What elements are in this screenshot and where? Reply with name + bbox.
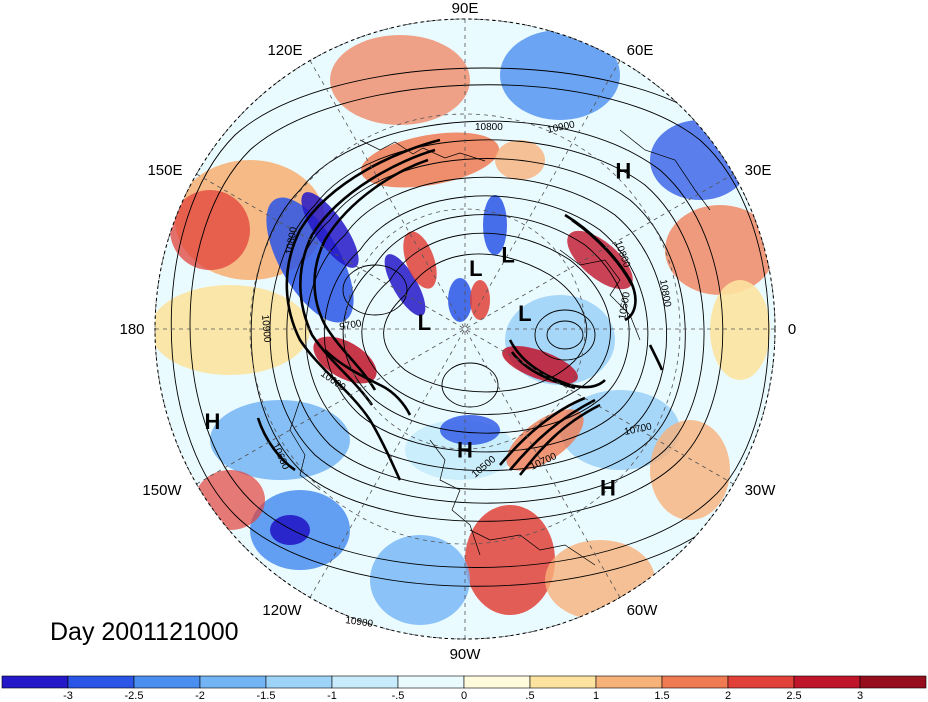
lon-label-90e: 90E: [452, 0, 479, 17]
high-pressure-label: H: [615, 159, 631, 184]
lon-label-60e: 60E: [627, 42, 654, 59]
colorbar-tick-label: .5: [525, 690, 534, 702]
high-pressure-label: H: [457, 438, 473, 463]
colorbar-swatch: [397, 675, 465, 689]
lon-label-30e: 30E: [745, 162, 772, 179]
colorbar-swatch: [331, 675, 399, 689]
low-pressure-label: L: [501, 242, 514, 267]
lon-label-60w: 60W: [627, 602, 659, 619]
lon-label-0: 0: [788, 321, 796, 338]
colorbar-tick-label: -1: [327, 690, 337, 702]
colorbar-tick-label: -3: [63, 690, 73, 702]
contour-label: 10900: [345, 615, 375, 630]
colorbar-swatch: [133, 675, 201, 689]
colorbar-swatch: [1, 675, 69, 689]
lon-label-150e: 150E: [147, 162, 182, 179]
colorbar-swatch: [265, 675, 333, 689]
colorbar-swatch: [859, 675, 927, 689]
colorbar-tick-label: 1: [593, 690, 599, 702]
map-title: Day 2001121000: [50, 618, 239, 646]
colorbar-swatch: [595, 675, 663, 689]
contour-label: 10900: [259, 314, 272, 343]
colorbar-swatch: [463, 675, 531, 689]
colorbar-tick-label: 2: [725, 690, 731, 702]
colorbar-tick-label: 1.5: [654, 690, 669, 702]
colorbar-swatch: [199, 675, 267, 689]
colorbar-tick-label: 0: [461, 690, 467, 702]
colorbar-tick-label: 3: [857, 690, 863, 702]
lon-label-90w: 90W: [450, 646, 482, 663]
contour-label: 10800: [657, 279, 673, 309]
contour-label: 10800: [284, 226, 300, 256]
colorbar-swatch: [727, 675, 795, 689]
colorbar-tick-label: -2.5: [125, 690, 144, 702]
colorbar-swatch: [67, 675, 135, 689]
colorbar: -3 -2.5 -2 -1.5 -1 -.5 0 .5 1 1.5 2 2.5 3: [1, 675, 927, 702]
map-border: [154, 18, 776, 640]
height-contours: [170, 67, 775, 587]
lon-label-120w: 120W: [262, 602, 302, 619]
colorbar-tick-label: -.5: [392, 690, 405, 702]
colorbar-tick-label: -2: [195, 690, 205, 702]
lon-label-120e: 120E: [267, 42, 302, 59]
lon-label-150w: 150W: [142, 482, 182, 499]
colorbar-swatch: [793, 675, 861, 689]
low-pressure-label: L: [469, 256, 482, 281]
contour-label: 9700: [339, 318, 363, 333]
colorbar-swatch: [529, 675, 597, 689]
longitude-labels: 90E 60E 30E 0 30W 60W 90W 120W 150W 180 …: [119, 0, 796, 663]
lon-label-30w: 30W: [745, 482, 777, 499]
contour-label: 10800: [475, 122, 503, 133]
low-pressure-label: L: [418, 310, 431, 335]
lon-label-180: 180: [119, 321, 144, 338]
colorbar-tick-label: -1.5: [257, 690, 276, 702]
jet-contours: [256, 138, 664, 481]
contour-label: 10500: [617, 291, 633, 321]
colorbar-swatch: [661, 675, 729, 689]
high-pressure-label: H: [205, 409, 221, 434]
colorbar-tick-label: 2.5: [786, 690, 801, 702]
low-pressure-label: L: [518, 301, 531, 326]
high-pressure-label: H: [600, 476, 616, 501]
